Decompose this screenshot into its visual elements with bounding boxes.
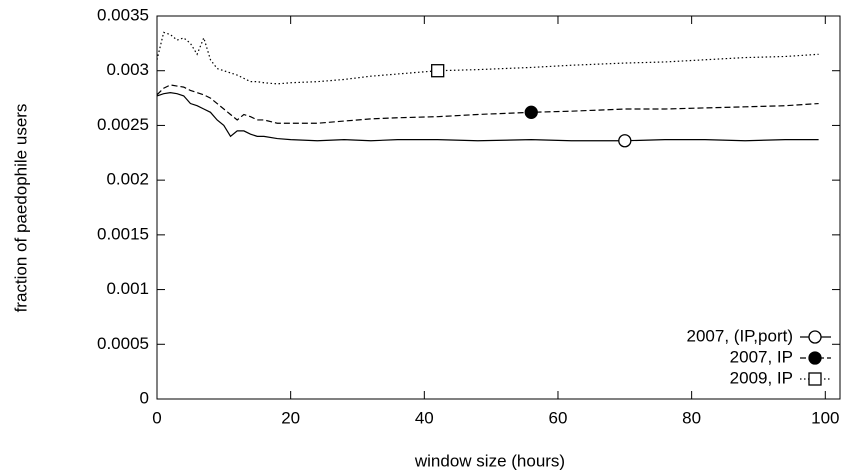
legend-label: 2007, IP [730, 347, 793, 366]
x-tick-label: 60 [549, 408, 568, 427]
x-tick-label: 0 [152, 408, 161, 427]
x-tick-label: 80 [682, 408, 701, 427]
x-tick-label: 100 [811, 408, 839, 427]
marker [808, 330, 822, 344]
plot-frame [156, 15, 841, 400]
series-line [156, 91, 819, 142]
x-tick-label: 40 [415, 408, 434, 427]
marker [808, 372, 822, 386]
y-tick-label: 0.003 [106, 60, 149, 79]
y-tick-label: 0.002 [106, 170, 149, 189]
marker [618, 134, 632, 148]
y-tick-label: 0.0005 [97, 334, 149, 353]
y-tick-label: 0 [140, 388, 149, 407]
x-tick-label: 20 [281, 408, 300, 427]
marker [431, 64, 445, 78]
x-axis-label: window size (hours) [414, 451, 565, 470]
y-tick-label: 0.0025 [97, 115, 149, 134]
series-line [156, 31, 819, 85]
y-axis-label: fraction of paedophile users [11, 104, 30, 313]
y-tick-label: 0.0035 [97, 5, 149, 24]
marker [808, 351, 822, 365]
y-tick-label: 0.001 [106, 279, 149, 298]
legend-label: 2007, (IP,port) [687, 326, 793, 345]
series-line [156, 84, 819, 124]
y-tick-label: 0.0015 [97, 224, 149, 243]
marker [524, 105, 538, 119]
legend-label: 2009, IP [730, 368, 793, 387]
